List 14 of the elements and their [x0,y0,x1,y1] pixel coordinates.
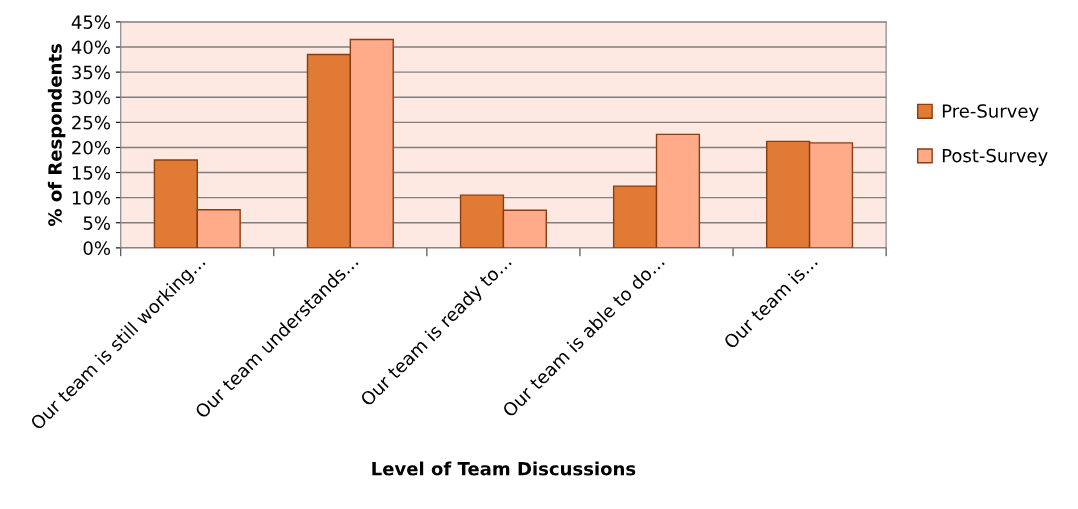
y-tick-label: 30% [72,90,111,105]
y-tick-label: 35% [72,65,111,80]
y-axis-title: % of Respondents [47,44,66,226]
legend-label: Pre-Survey [942,104,1039,122]
y-tick-label: 40% [71,40,111,55]
y-tick-label: 10% [72,191,111,205]
x-axis-title: Level of Team Discussions [372,461,636,476]
y-tick-label: 20% [72,140,111,155]
legend-label: Post-Survey [942,148,1048,166]
y-tick-label: 15% [72,166,111,180]
y-tick-label: 5% [83,216,111,230]
y-tick-label: 0% [83,241,111,255]
y-tick-label: 25% [72,115,111,130]
y-tick-label: 45% [71,15,111,29]
